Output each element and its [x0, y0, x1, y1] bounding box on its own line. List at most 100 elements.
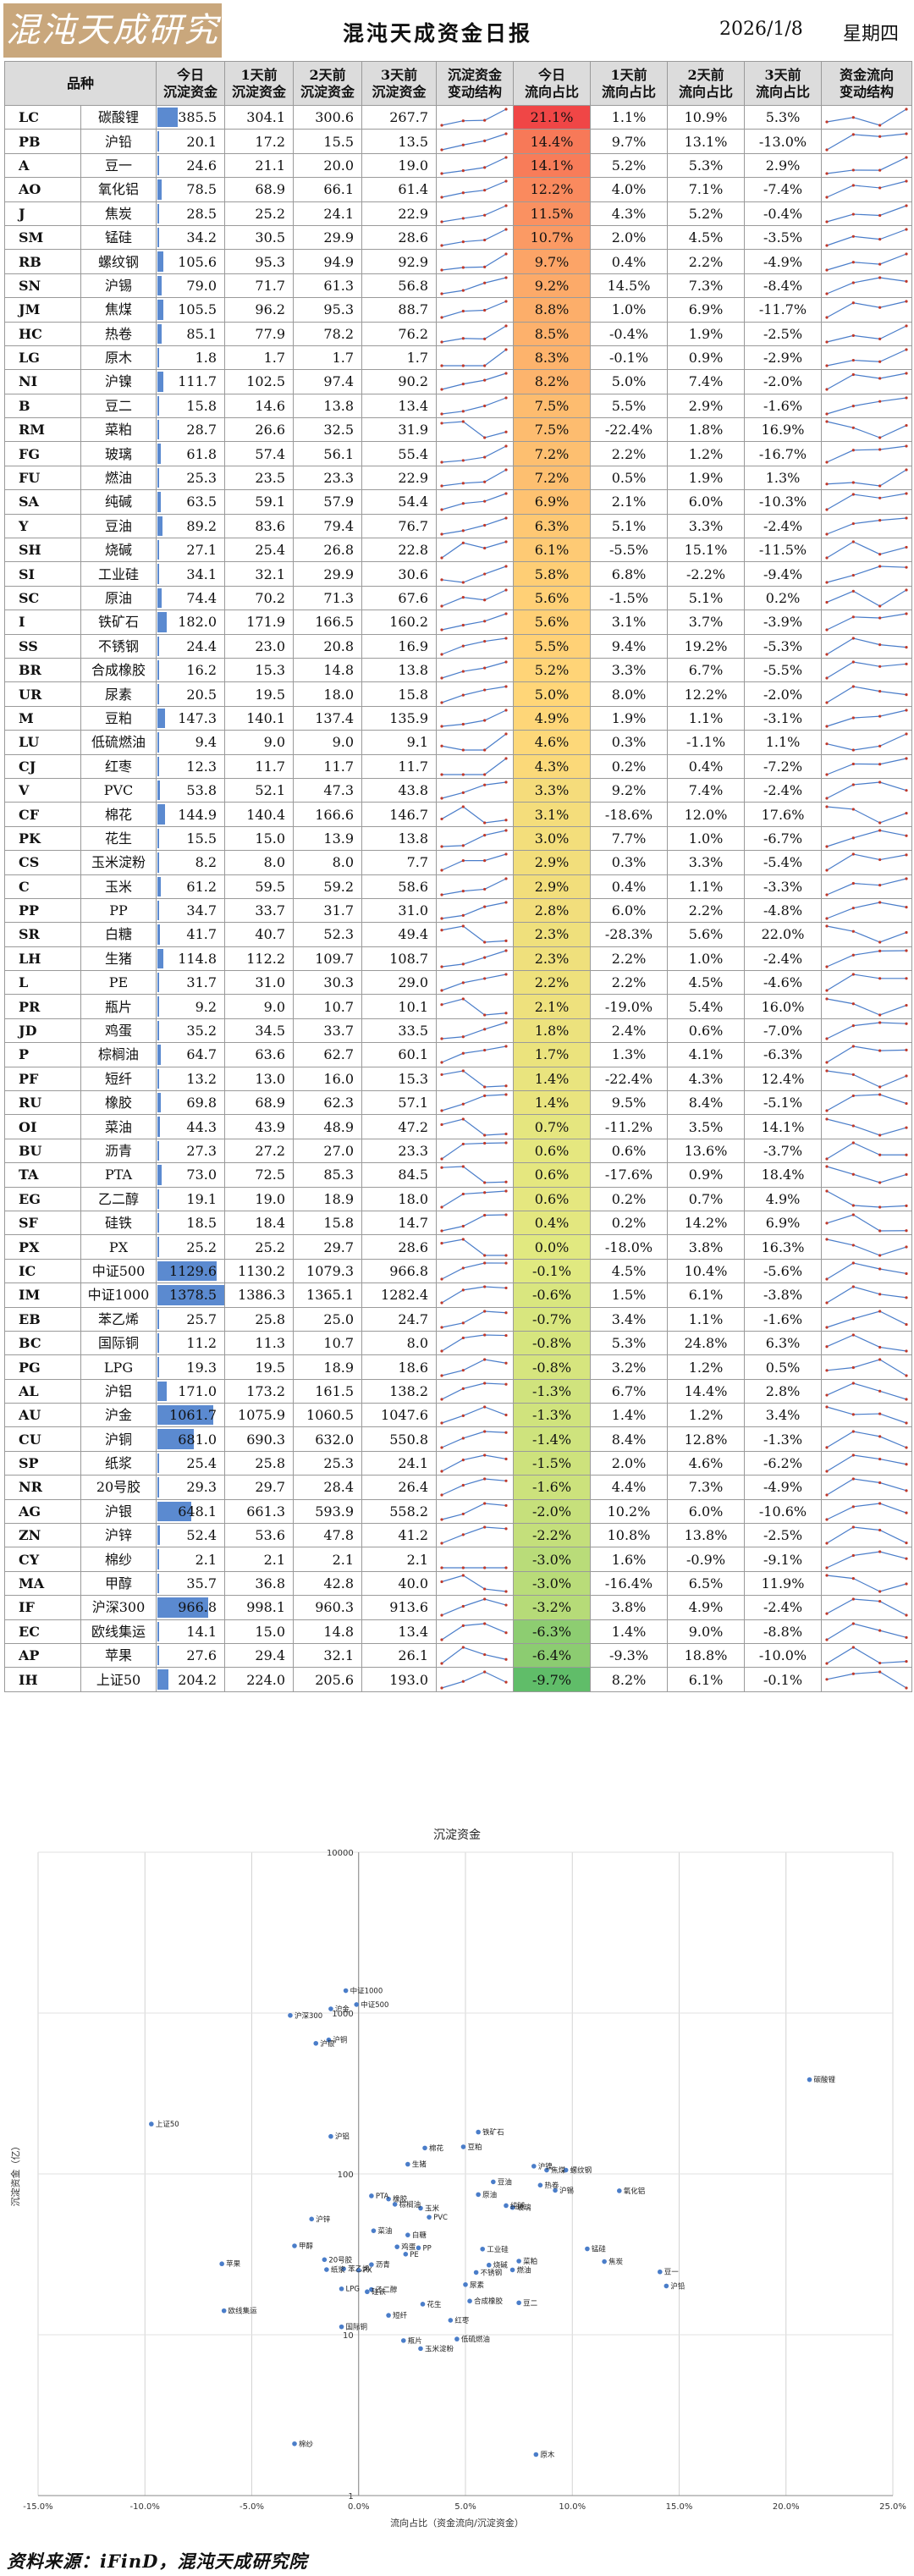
flow-cell: 5.3%	[744, 104, 823, 130]
sparkline	[826, 950, 907, 968]
volume-bar	[157, 179, 162, 200]
flow-cell: 1.0%	[590, 297, 669, 323]
volume-bar	[157, 587, 162, 609]
flow-spark-cell	[821, 1450, 913, 1476]
x-tick-label: 0.0%	[348, 2502, 369, 2512]
sparkline-point	[461, 1069, 465, 1073]
volume-value: 28.7	[186, 422, 217, 439]
flow-spark-cell	[821, 177, 913, 202]
volume-cell: 33.5	[361, 1018, 438, 1044]
sparkline-point	[461, 997, 465, 1001]
flow-spark-cell	[821, 1018, 913, 1044]
volume-bar	[157, 1212, 159, 1233]
flow-cell: -11.2%	[590, 1114, 669, 1139]
name-cell: 沪锌	[80, 1523, 157, 1548]
sparkline-point	[905, 228, 908, 231]
flow-cell: -10.0%	[744, 1642, 823, 1669]
volume-cell: 20.8	[293, 633, 363, 659]
logo-text: 混沌天成研究院	[6, 11, 219, 104]
scatter-point	[328, 2006, 333, 2011]
name-cell: 菜油	[80, 1114, 157, 1139]
volume-cell: 40.7	[224, 922, 295, 947]
sparkline	[441, 1070, 507, 1088]
volume-today-cell: 1129.6	[156, 1258, 226, 1284]
sparkline-point	[504, 660, 508, 664]
flow-cell: 10.4%	[667, 1258, 746, 1284]
x-tick-label: 25.0%	[879, 2502, 906, 2512]
volume-today-cell: 182.0	[156, 610, 226, 635]
sparkline-point	[440, 1662, 443, 1665]
name-cell: 玻璃	[80, 441, 157, 466]
volume-today-cell: 105.5	[156, 297, 226, 323]
volume-value: 31.7	[186, 974, 217, 991]
flow-cell: -10.3%	[744, 489, 823, 515]
sparkline-point	[440, 577, 443, 582]
sparkline-point	[504, 468, 508, 472]
volume-spark-cell	[436, 1498, 515, 1525]
scatter-point	[657, 2269, 663, 2275]
volume-today-cell: 61.8	[156, 441, 226, 466]
flow-spark-cell	[821, 1426, 913, 1452]
flow-today-cell: 4.9%	[513, 705, 592, 731]
sparkline	[826, 1094, 907, 1111]
sparkline-point	[851, 212, 855, 216]
volume-today-cell: 27.6	[156, 1642, 226, 1669]
volume-today-cell: 53.8	[156, 777, 226, 803]
name-cell: LPG	[80, 1354, 157, 1380]
flow-cell: 1.1%	[667, 1306, 746, 1332]
name-cell: 豆油	[80, 513, 157, 539]
flow-cell: -2.5%	[744, 1523, 823, 1548]
volume-spark-cell	[436, 1595, 515, 1620]
code-cell: PR	[4, 994, 81, 1019]
sparkline-point	[461, 644, 465, 648]
flow-spark-cell	[821, 1642, 913, 1669]
scatter-point	[219, 2261, 224, 2267]
sparkline	[441, 1454, 507, 1472]
sparkline-point	[440, 1301, 443, 1305]
sparkline	[826, 108, 907, 126]
sparkline-point	[440, 268, 443, 272]
scatter-point	[369, 2262, 374, 2267]
flow-cell: -11.5%	[744, 538, 823, 563]
volume-cell: 15.3	[224, 657, 295, 683]
volume-cell: 47.8	[293, 1523, 363, 1548]
flow-cell: 4.9%	[667, 1595, 746, 1620]
x-tick-label: 5.0%	[454, 2502, 476, 2512]
sparkline	[441, 1022, 507, 1040]
volume-cell: 23.3	[293, 465, 363, 491]
sparkline-point	[825, 1493, 829, 1498]
table-row: EB 苯乙烯 25.7 25.8 25.0 24.7 -0.7% 3.4% 1.1% -1.6%	[4, 1306, 913, 1332]
sparkline-point	[504, 709, 508, 712]
code-cell: JM	[4, 297, 81, 323]
volume-spark-cell	[436, 417, 515, 443]
flow-cell: -2.5%	[744, 321, 823, 346]
volume-bar	[157, 1477, 159, 1498]
sparkline-point	[440, 461, 443, 464]
volume-spark-cell	[436, 1450, 515, 1476]
volume-cell: 913.6	[361, 1595, 438, 1620]
volume-cell: 108.7	[361, 946, 438, 972]
sparkline-point	[504, 1261, 508, 1265]
volume-spark-cell	[436, 1090, 515, 1116]
name-cell: 铁矿石	[80, 610, 157, 635]
sparkline-point	[461, 1192, 465, 1195]
flow-cell: 18.8%	[667, 1642, 746, 1669]
flow-cell: 1.3%	[590, 1042, 669, 1067]
volume-cell: 661.3	[224, 1498, 295, 1525]
sparkline	[826, 325, 907, 343]
sparkline-point	[461, 693, 465, 697]
name-cell: 合成橡胶	[80, 657, 157, 683]
flow-cell: 24.8%	[667, 1330, 746, 1356]
volume-cell: 15.5	[293, 129, 363, 154]
volume-today-cell: 1.8	[156, 345, 226, 371]
scatter-point	[339, 2324, 344, 2330]
code-cell: RU	[4, 1090, 81, 1116]
volume-cell: 17.2	[224, 129, 295, 154]
sparkline-point	[851, 930, 855, 934]
volume-cell: 171.9	[224, 610, 295, 635]
sparkline-point	[905, 1542, 908, 1545]
sparkline-point	[905, 1126, 908, 1129]
sparkline-point	[825, 1277, 829, 1281]
sparkline-point	[440, 1421, 443, 1425]
sparkline-point	[440, 1241, 443, 1244]
